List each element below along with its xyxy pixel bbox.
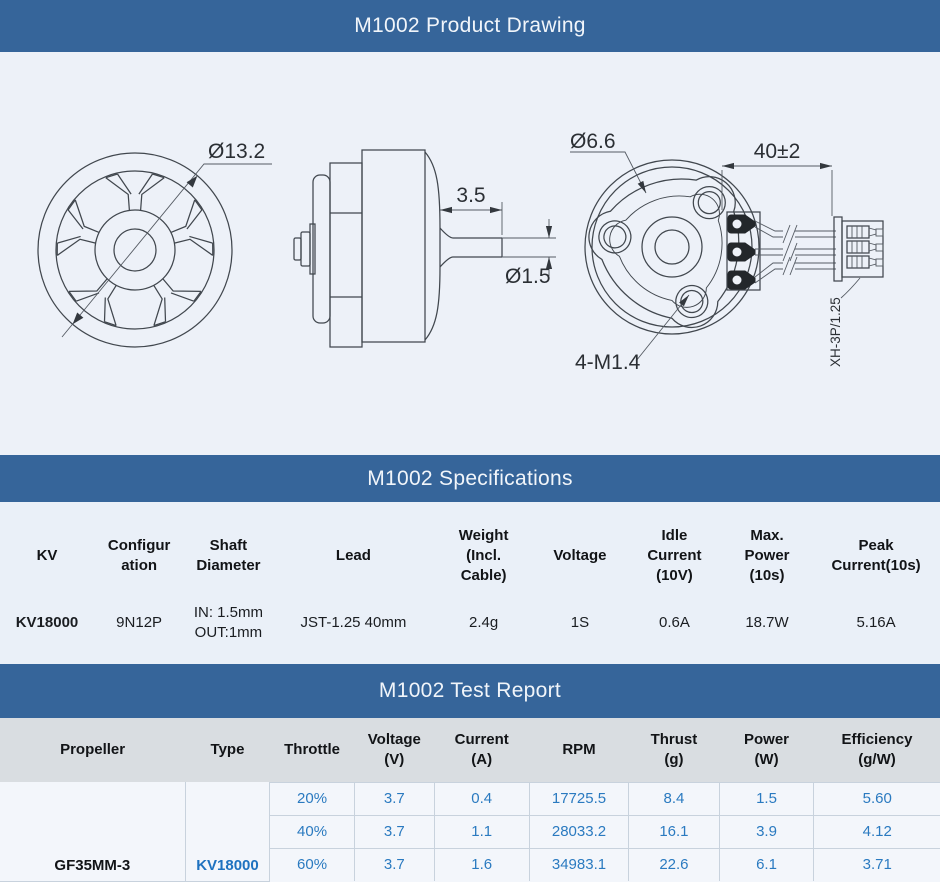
test-report-section: Propeller Type Throttle Voltage (V) Curr… — [0, 718, 940, 882]
test-header-propeller: Propeller — [0, 718, 186, 782]
spec-header-voltage: Voltage — [553, 547, 607, 565]
test-header-efficiency: Efficiency (g/W) — [813, 718, 940, 782]
shaft-diameter-label: Ø1.5 — [505, 265, 551, 288]
test-cell-throttle: 60% — [269, 847, 355, 881]
test-cell-current: 1.1 — [433, 814, 530, 849]
test-header-thrust: Thrust (g) — [628, 718, 720, 782]
spec-header-row: KV Configuration Shaft Diameter Lead Wei… — [0, 502, 940, 600]
specifications-section: KV Configuration Shaft Diameter Lead Wei… — [0, 502, 940, 664]
spec-value-configuration: 9N12P — [116, 613, 163, 631]
spec-value-voltage: 1S — [570, 613, 590, 631]
shaft-length-label: 3.5 — [456, 184, 485, 207]
test-cell-power: 6.1 — [718, 847, 815, 881]
test-type-cell: KV18000 — [184, 782, 271, 882]
test-propeller-cell: GF35MM-3 — [0, 782, 186, 882]
spec-header-lead: Lead — [335, 547, 371, 565]
spec-header-idle-current: Idle Current (10V) — [647, 527, 702, 584]
solder-tabs — [727, 214, 756, 290]
specifications-banner: M1002 Specifications — [0, 455, 940, 502]
test-cell-current: 1.6 — [433, 847, 530, 881]
back-view-drawing: Ø6.6 4-M1.4 40±2 — [570, 130, 884, 374]
test-cell-thrust: 22.6 — [628, 847, 720, 881]
test-header-row: Propeller Type Throttle Voltage (V) Curr… — [0, 718, 940, 782]
test-report-table: Propeller Type Throttle Voltage (V) Curr… — [0, 718, 940, 882]
wire-length-label: 40±2 — [754, 140, 801, 163]
front-view-drawing: Ø13.2 — [37, 140, 272, 348]
test-header-voltage: Voltage (V) — [354, 718, 435, 782]
test-cell-voltage: 3.7 — [353, 814, 435, 849]
test-cell-voltage: 3.7 — [353, 781, 435, 816]
spec-value-weight: 2.4g — [469, 613, 499, 631]
spec-header-shaft-diameter: Shaft Diameter — [196, 537, 261, 574]
test-header-power: Power (W) — [719, 718, 814, 782]
test-cell-efficiency: 4.12 — [813, 814, 940, 849]
spec-value-lead: JST-1.25 40mm — [300, 613, 407, 631]
test-cell-efficiency: 5.60 — [813, 781, 940, 816]
test-cell-throttle: 20% — [269, 781, 355, 816]
test-header-rpm: RPM — [529, 718, 629, 782]
product-drawing-title: M1002 Product Drawing — [354, 14, 586, 37]
test-cell-power: 3.9 — [718, 814, 815, 849]
test-header-throttle: Throttle — [269, 718, 355, 782]
test-cell-efficiency: 3.71 — [813, 847, 940, 881]
test-cell-rpm: 28033.2 — [528, 814, 630, 849]
side-view-drawing: 3.5 Ø1.5 — [293, 149, 556, 348]
test-report-title: M1002 Test Report — [378, 679, 562, 702]
test-header-type: Type — [185, 718, 270, 782]
test-row: GF35MM-3 KV18000 20% 3.7 0.4 17725.5 8.4… — [0, 781, 940, 882]
test-cell-thrust: 8.4 — [628, 781, 720, 816]
test-row: 40% 3.7 1.1 28033.2 16.1 3.9 4.12 — [0, 814, 940, 849]
test-cell-voltage: 3.7 — [353, 847, 435, 881]
product-drawing-banner: M1002 Product Drawing — [0, 0, 940, 52]
test-cell-current: 0.4 — [433, 781, 530, 816]
test-cell-rpm: 34983.1 — [528, 847, 630, 881]
connector — [833, 216, 884, 282]
motor-wires — [754, 220, 836, 284]
test-cell-power: 1.5 — [718, 781, 815, 816]
spec-header-configuration: Configuration — [107, 537, 171, 574]
spec-value-peak-current: 5.16A — [856, 613, 896, 631]
spec-value-idle-current: 0.6A — [658, 613, 690, 631]
spec-header-weight: Weight (Incl. Cable) — [458, 527, 509, 584]
hub-diameter-label: Ø6.6 — [570, 130, 616, 153]
test-cell-thrust: 16.1 — [628, 814, 720, 849]
motor-technical-drawing: Ø13.2 3.5 Ø1.5 — [37, 130, 884, 374]
spec-value-shaft-diameter: IN: 1.5mm OUT:1mm — [193, 603, 263, 641]
test-cell-throttle: 40% — [269, 814, 355, 849]
spec-value-kv: KV18000 — [15, 613, 79, 631]
product-drawing-section: Ø13.2 3.5 Ø1.5 — [0, 52, 940, 455]
spec-value-max-power: 18.7W — [745, 613, 789, 631]
front-diameter-label: Ø13.2 — [208, 140, 265, 163]
specifications-title: M1002 Specifications — [367, 466, 573, 490]
specifications-table: KV Configuration Shaft Diameter Lead Wei… — [0, 502, 940, 656]
spec-header-max-power: Max. Power (10s) — [744, 527, 790, 584]
spec-value-row: KV18000 9N12P IN: 1.5mm OUT:1mm JST-1.25… — [0, 600, 940, 656]
test-header-current: Current (A) — [434, 718, 530, 782]
mount-screw-label: 4-M1.4 — [575, 351, 641, 374]
test-report-banner: M1002 Test Report — [0, 664, 940, 718]
test-cell-rpm: 17725.5 — [528, 781, 630, 816]
spec-header-kv: KV — [36, 547, 58, 565]
spec-header-peak-current: Peak Current(10s) — [831, 537, 921, 574]
connector-type-label: XH-3P/1.25 — [828, 297, 843, 367]
